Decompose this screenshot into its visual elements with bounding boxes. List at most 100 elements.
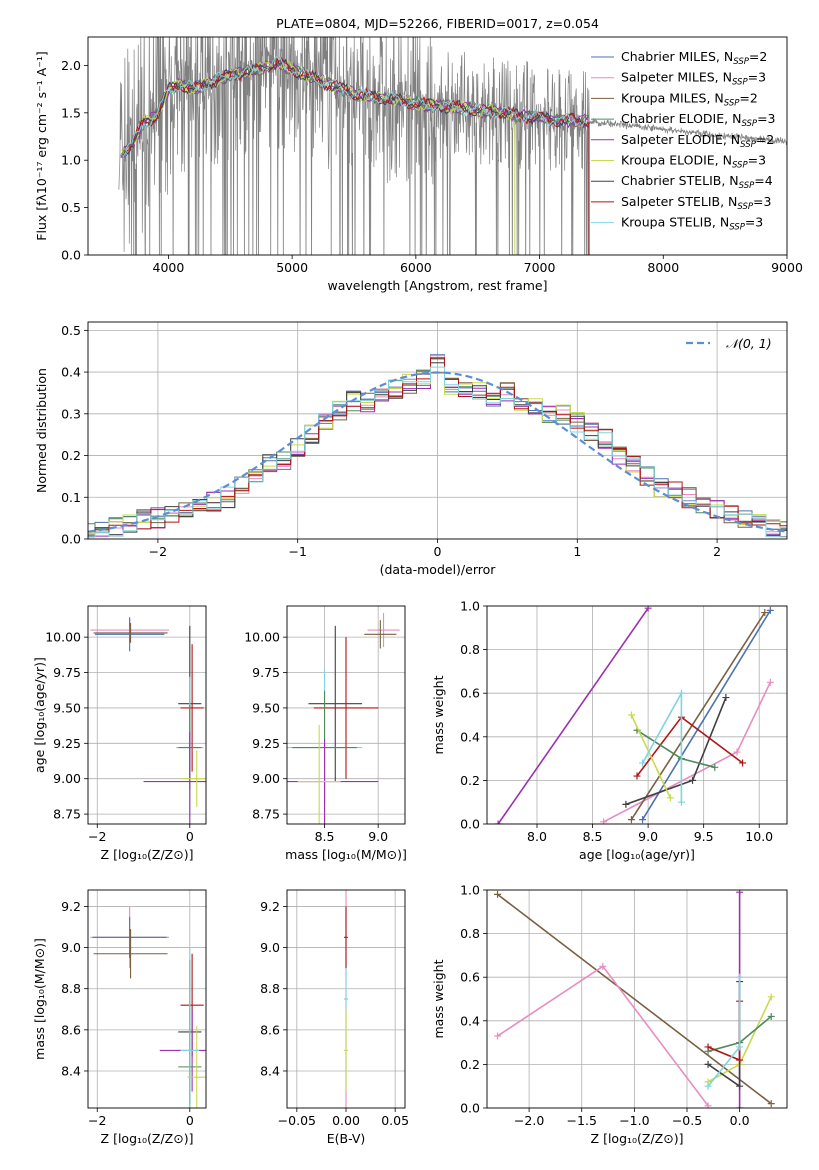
plus-marker — [622, 800, 630, 808]
legend-entry: 𝒩(0, 1) — [726, 336, 772, 351]
legend-subscript: SSP — [732, 78, 748, 88]
y-tick-label: 0.2 — [460, 1057, 480, 1072]
plus-marker — [766, 678, 774, 686]
mass-weight-line — [630, 714, 672, 799]
y-tick-label: 8.75 — [53, 807, 81, 822]
y-tick-label: 2.0 — [61, 58, 81, 73]
y-axis-label: age [log₁₀(age/yr)] — [32, 657, 47, 773]
x-axis-label: Z [log₁₀(Z/Z⊙)] — [591, 1131, 684, 1146]
legend-value: =2 — [739, 90, 757, 105]
x-axis-label: mass [log₁₀(M/M⊙)] — [285, 847, 407, 862]
x-axis-label: Z [log₁₀(Z/Z⊙)] — [101, 847, 194, 862]
legend-text: Salpeter MILES, N — [621, 70, 732, 85]
y-tick-label: 9.25 — [252, 736, 280, 751]
plot-area — [287, 890, 405, 1108]
plus-marker — [599, 962, 607, 970]
y-axis-label: mass weight — [431, 675, 446, 754]
y-tick-label: 0.4 — [460, 1013, 480, 1028]
plus-marker — [689, 776, 697, 784]
panel-spectrum: 4000 5000 6000 7000 8000 9000 0.0 0.5 1.0 1.5 2.0 w… — [34, 16, 803, 293]
y-tick-label: 9.0 — [61, 940, 81, 955]
legend-text: Kroupa MILES, N — [621, 90, 724, 105]
x-tick-label: 10.0 — [745, 829, 773, 844]
axes-frame — [87, 889, 207, 1109]
x-axis-label: Z [log₁₀(Z/Z⊙)] — [101, 1131, 194, 1146]
legend-value: =3 — [748, 70, 766, 85]
legend-text: Salpeter STELIB, N — [621, 194, 737, 209]
plus-marker — [627, 816, 635, 824]
plus-marker — [767, 1012, 775, 1020]
legend-entry: Kroupa STELIB, NSSP=3 — [621, 215, 763, 233]
legend-entry: Kroupa ELODIE, NSSP=3 — [621, 153, 766, 171]
x-tick-label: 0.0 — [730, 1113, 750, 1128]
legend-subscript: SSP — [732, 161, 748, 171]
plus-marker — [722, 694, 730, 702]
y-tick-label: 8.8 — [260, 981, 280, 996]
mass-weight-line — [497, 893, 772, 1105]
y-tick-label: 0.0 — [460, 817, 480, 832]
panel-mass_vs_Z: −2 0 8.4 8.6 8.8 9.0 9.2 Z [log₁₀(Z/Z⊙)] mass [l… — [32, 889, 207, 1146]
legend-value: =3 — [745, 215, 763, 230]
mass-weight-line — [630, 612, 766, 821]
plus-marker — [494, 1032, 502, 1040]
x-tick-label: 9000 — [771, 260, 803, 275]
y-tick-label: 9.75 — [53, 665, 81, 680]
plus-marker — [736, 1082, 744, 1090]
plus-marker — [704, 1082, 712, 1090]
axes-frame — [486, 889, 788, 1109]
histogram-step — [88, 357, 787, 538]
x-tick-label: 8.5 — [583, 829, 603, 844]
legend-entry: Chabrier STELIB, NSSP=4 — [621, 173, 773, 191]
x-tick-label: 0 — [186, 829, 194, 844]
x-tick-label: −2 — [88, 1113, 106, 1128]
model-fit-line — [122, 56, 589, 158]
plot-area — [88, 606, 206, 824]
x-tick-label: −1.0 — [619, 1113, 649, 1128]
legend-text: Chabrier MILES, N — [621, 49, 733, 64]
y-tick-label: 1.0 — [460, 599, 480, 614]
x-tick-label: −1.5 — [567, 1113, 597, 1128]
plus-marker — [736, 890, 744, 896]
x-tick-label: 2 — [713, 544, 721, 559]
plus-marker — [761, 609, 769, 617]
y-tick-label: 0.0 — [460, 1101, 480, 1116]
x-axis-label: (data-model)/error — [380, 562, 497, 577]
plus-marker — [739, 759, 747, 767]
y-tick-label: 9.00 — [252, 771, 280, 786]
legend-entry: Chabrier ELODIE, NSSP=3 — [621, 111, 776, 129]
x-tick-label: 9.0 — [638, 829, 658, 844]
y-tick-label: 0.1 — [61, 490, 81, 505]
x-tick-label: 6000 — [400, 260, 432, 275]
legend-entry: Salpeter ELODIE, NSSP=2 — [621, 132, 774, 150]
legend-value: =3 — [753, 194, 771, 209]
plus-marker — [704, 1102, 712, 1108]
x-axis-label: age [log₁₀(age/yr)] — [579, 847, 695, 862]
y-tick-label: 9.75 — [252, 665, 280, 680]
plus-marker — [736, 1104, 744, 1108]
plus-marker — [600, 818, 608, 824]
y-tick-label: 1.0 — [61, 153, 81, 168]
y-tick-label: 0.5 — [61, 323, 81, 338]
y-tick-label: 9.50 — [252, 700, 280, 715]
legend-subscript: SSP — [733, 57, 749, 67]
plot-area — [88, 322, 787, 539]
legend-value: =4 — [754, 173, 772, 188]
plot-area — [287, 606, 405, 824]
mass-weight-line — [707, 1001, 741, 1062]
plus-marker — [766, 606, 774, 614]
x-tick-label: 9.0 — [368, 829, 388, 844]
axes-frame — [87, 321, 788, 540]
y-tick-label: 8.75 — [252, 807, 280, 822]
axes-frame — [87, 605, 207, 825]
legend-entry: Salpeter MILES, NSSP=3 — [621, 70, 766, 88]
y-tick-label: 9.2 — [260, 899, 280, 914]
model-fit-line — [122, 58, 589, 158]
legend-subscript: SSP — [729, 223, 745, 233]
y-tick-label: 1.0 — [460, 883, 480, 898]
plus-marker — [627, 711, 635, 719]
y-tick-label: 0.8 — [460, 642, 480, 657]
mass-weight-line — [707, 977, 741, 1087]
mass-weight-line — [636, 716, 744, 777]
